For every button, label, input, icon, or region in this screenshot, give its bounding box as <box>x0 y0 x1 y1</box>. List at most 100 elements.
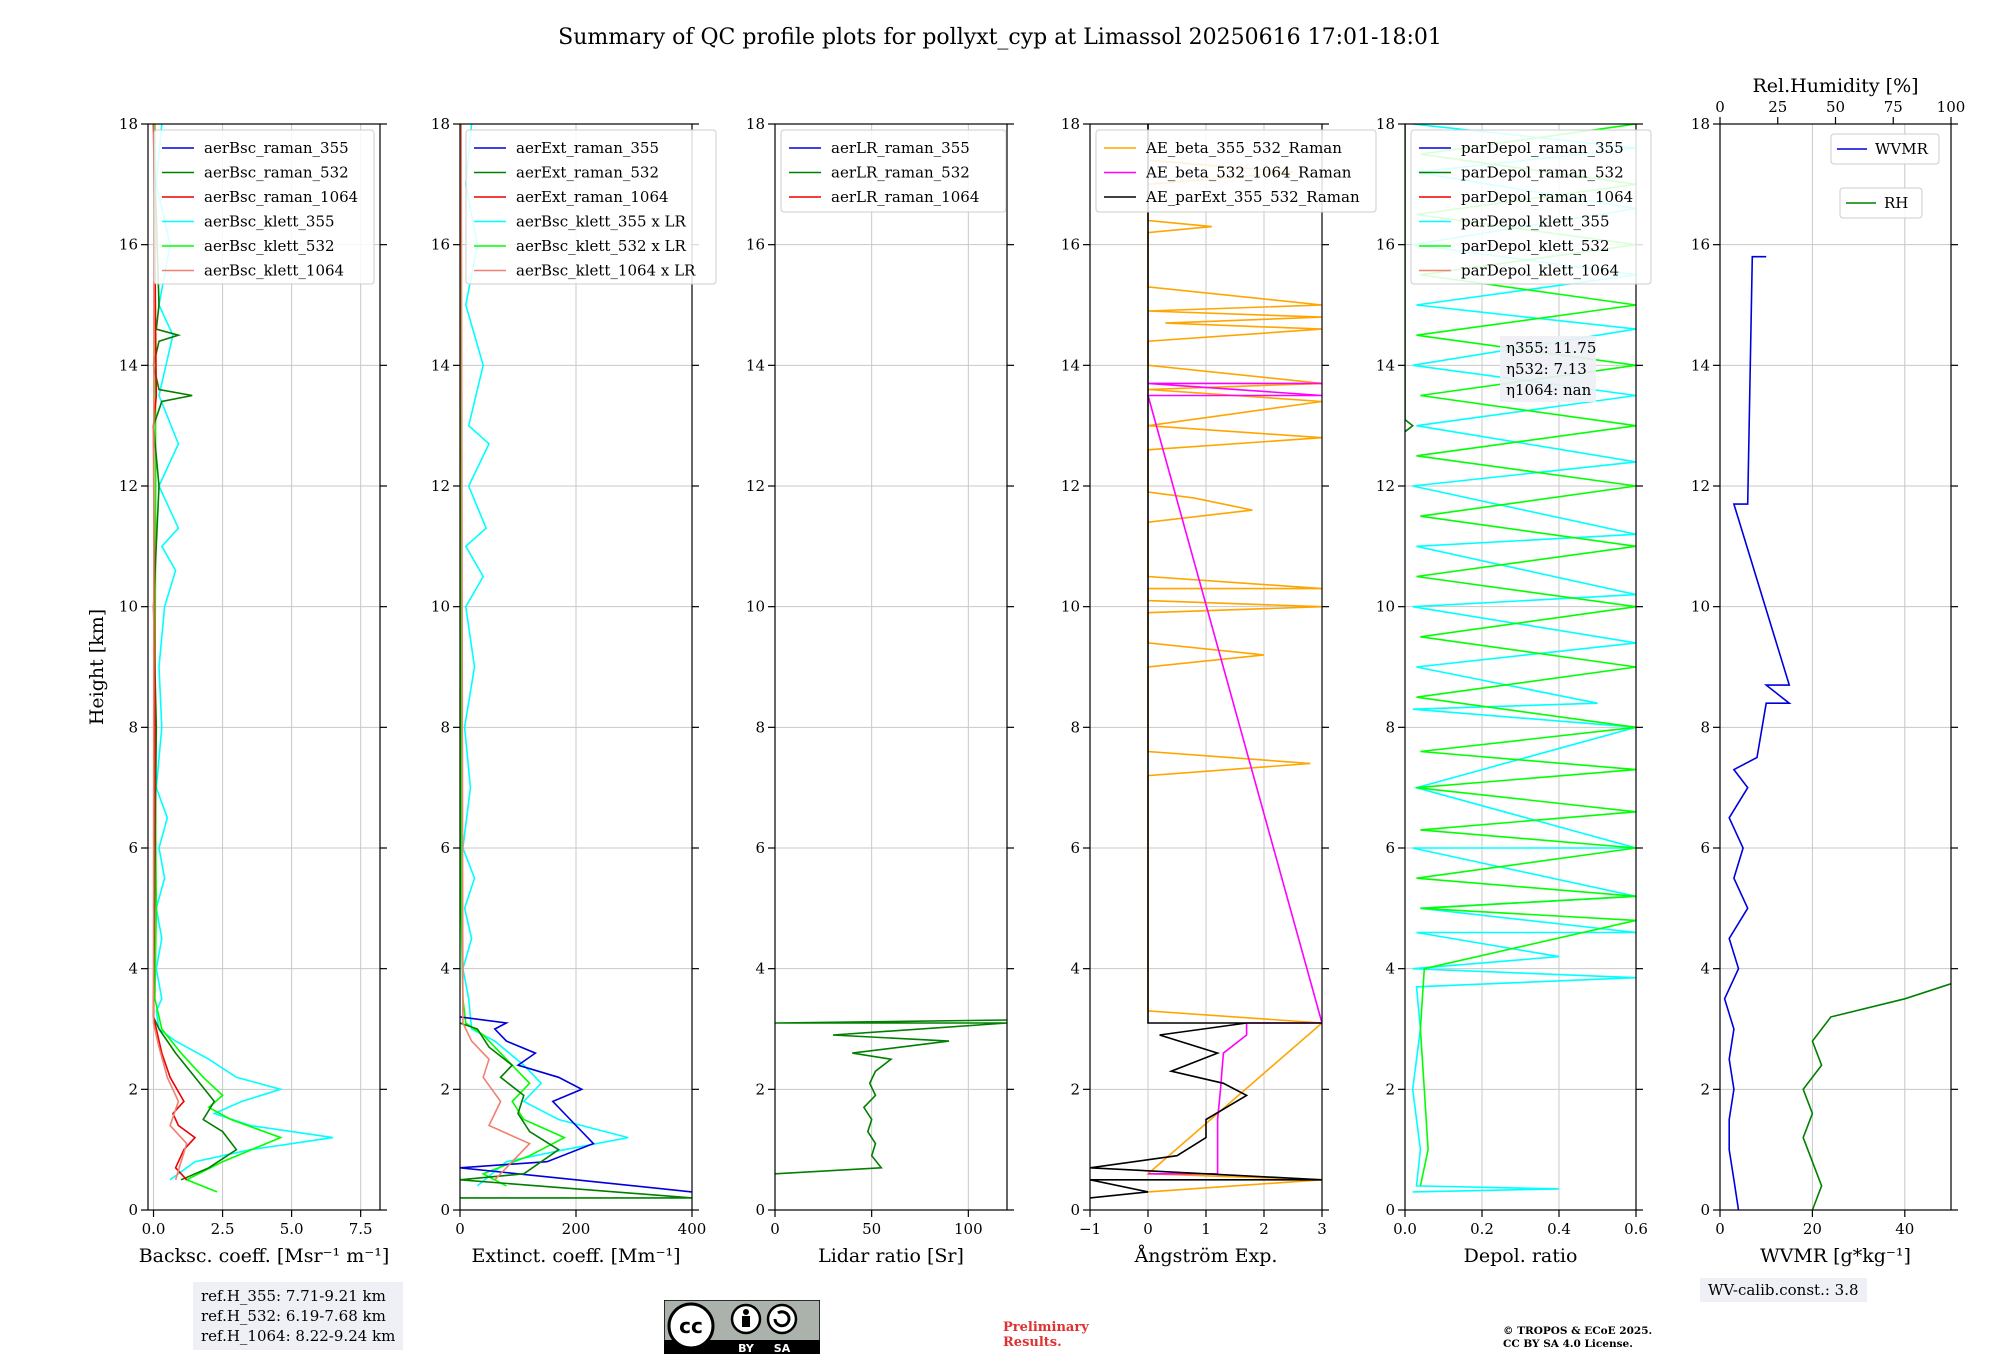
legend: parDepol_raman_355 parDepol_raman_532 parD… <box>1410 129 1652 285</box>
y-tick-label: 12 <box>1061 477 1080 495</box>
legend-label: AE_beta_532_1064_Raman <box>1145 164 1352 182</box>
copyright-note: © TROPOS & ECoE 2025. CC BY SA 4.0 Licen… <box>1503 1325 1652 1351</box>
eta-line: η532: 7.13 <box>1506 360 1587 378</box>
series-line-WVMR <box>1723 255 1792 1210</box>
sa-label: SA <box>774 1342 791 1354</box>
legend-label: aerBsc_raman_355 <box>204 139 349 157</box>
figure-title: Summary of QC profile plots for pollyxt_… <box>558 25 1442 50</box>
legend-label: WVMR <box>1875 140 1929 158</box>
y-tick-label: 4 <box>1070 960 1080 978</box>
y-tick-label: 10 <box>746 598 765 616</box>
y-tick-label: 12 <box>431 477 450 495</box>
legend-label: aerBsc_raman_1064 <box>204 188 358 206</box>
legend-box <box>1839 187 1923 219</box>
series-line-aerExt_raman_532 <box>460 1022 692 1199</box>
series-line-aerLR_raman_532 <box>775 1019 1007 1175</box>
y-tick-label: 8 <box>1070 718 1080 736</box>
legend-label: parDepol_raman_355 <box>1461 139 1624 157</box>
y-tick-label: 0 <box>128 1201 138 1219</box>
x-tick-label: 0 <box>770 1220 780 1238</box>
series-group <box>1090 124 1322 1199</box>
preliminary-line-2: Results. <box>1003 1335 1062 1350</box>
cc-icon <box>667 1302 715 1350</box>
x-axis-label: Extinct. coeff. [Mm⁻¹] <box>471 1245 680 1267</box>
x-tick-label: 0 <box>1715 1220 1725 1238</box>
x-tick-label: 50 <box>862 1220 881 1238</box>
y-tick-label: 0 <box>755 1201 765 1219</box>
series-line-aerExt_raman_355 <box>460 1016 692 1193</box>
series-group <box>460 124 692 1199</box>
y-tick-label: 16 <box>1061 236 1080 254</box>
legend: aerLR_raman_355 aerLR_raman_532 aerLR_rama… <box>780 129 1007 213</box>
legend-label: aerExt_raman_1064 <box>516 188 669 206</box>
reference-height-box: ref.H_355: 7.71-9.21 km ref.H_532: 6.19-… <box>193 1282 404 1350</box>
x-tick-label: 1 <box>1201 1220 1211 1238</box>
x-tick-label: 0.2 <box>1470 1220 1494 1238</box>
panel-bsc: 0 2 4 6 8 10 12 14 16 18 0.0 2.5 5.0 7.5 Backsc. coeff… <box>86 115 389 1267</box>
y-tick-label: 18 <box>431 115 450 133</box>
sa-share-icon <box>766 1303 798 1335</box>
y-tick-label: 10 <box>119 598 138 616</box>
cc-text: cc <box>679 1314 703 1338</box>
series-line-RH <box>1802 982 1951 1210</box>
x-tick-label: 2.5 <box>211 1220 235 1238</box>
top-x-tick-label: 50 <box>1826 98 1845 116</box>
series-group <box>1405 124 1636 1193</box>
y-tick-label: 4 <box>1385 960 1395 978</box>
series-group <box>152 124 334 1193</box>
y-tick-label: 14 <box>1376 356 1395 374</box>
series-line-parDepol_klett_355 <box>1411 124 1636 1193</box>
legend-label: aerBsc_klett_355 <box>204 213 335 231</box>
legend-rh: RH <box>1839 187 1923 219</box>
top-x-tick-label: 25 <box>1768 98 1787 116</box>
x-axis-label: Depol. ratio <box>1464 1245 1578 1267</box>
y-tick-label: 4 <box>755 960 765 978</box>
y-tick-label: 8 <box>755 718 765 736</box>
series-line-parDepol_raman_532 <box>1405 124 1414 433</box>
y-tick-label: 12 <box>746 477 765 495</box>
y-tick-label: 4 <box>440 960 450 978</box>
legend-label: aerExt_raman_532 <box>516 164 659 182</box>
series-line-AE_beta_532_1064_Raman <box>1146 382 1322 1175</box>
legend-label: parDepol_klett_355 <box>1461 213 1610 231</box>
series-line-AE_beta_355_532_Raman <box>1145 124 1322 1193</box>
series-group <box>775 1019 1007 1175</box>
top-x-axis-label: Rel.Humidity [%] <box>1752 75 1918 97</box>
legend-label: parDepol_klett_532 <box>1461 237 1610 255</box>
y-tick-label: 16 <box>1376 236 1395 254</box>
legend-label: parDepol_raman_1064 <box>1461 188 1633 206</box>
x-tick-label: 40 <box>1895 1220 1914 1238</box>
legend-box <box>780 129 1007 213</box>
legend-label: AE_parExt_355_532_Raman <box>1145 188 1360 206</box>
series-line-aerBsc_klett_1064 x LR <box>460 124 531 1181</box>
y-tick-label: 8 <box>440 718 450 736</box>
y-tick-label: 8 <box>128 718 138 736</box>
x-axis-label: Lidar ratio [Sr] <box>818 1245 964 1267</box>
legend-label: aerLR_raman_355 <box>831 139 970 157</box>
axes-frame <box>1404 123 1637 1211</box>
y-tick-label: 14 <box>1061 356 1080 374</box>
y-tick-label: 6 <box>1070 839 1080 857</box>
copyright-line-1: © TROPOS & ECoE 2025. <box>1503 1325 1653 1337</box>
y-tick-label: 18 <box>746 115 765 133</box>
axes-frame <box>147 123 381 1211</box>
y-tick-label: 2 <box>440 1080 450 1098</box>
y-tick-label: 18 <box>1691 115 1710 133</box>
y-tick-label: 2 <box>128 1080 138 1098</box>
legend-label: parDepol_klett_1064 <box>1461 262 1619 280</box>
x-tick-label: −1 <box>1079 1220 1101 1238</box>
eta-annotation: η355: 11.75 η532: 7.13 η1064: nan <box>1500 336 1596 402</box>
y-tick-label: 14 <box>1691 356 1710 374</box>
y-tick-label: 4 <box>1700 960 1710 978</box>
x-axis-label: Ångström Exp. <box>1134 1245 1278 1267</box>
legend-label: aerBsc_klett_532 <box>204 237 335 255</box>
legend-label: aerLR_raman_532 <box>831 164 970 182</box>
y-tick-label: 6 <box>1700 839 1710 857</box>
y-tick-label: 12 <box>1691 477 1710 495</box>
legend-label: aerBsc_klett_1064 <box>204 262 344 280</box>
legend-wvmr: WVMR <box>1830 133 1940 165</box>
y-tick-label: 2 <box>1700 1080 1710 1098</box>
